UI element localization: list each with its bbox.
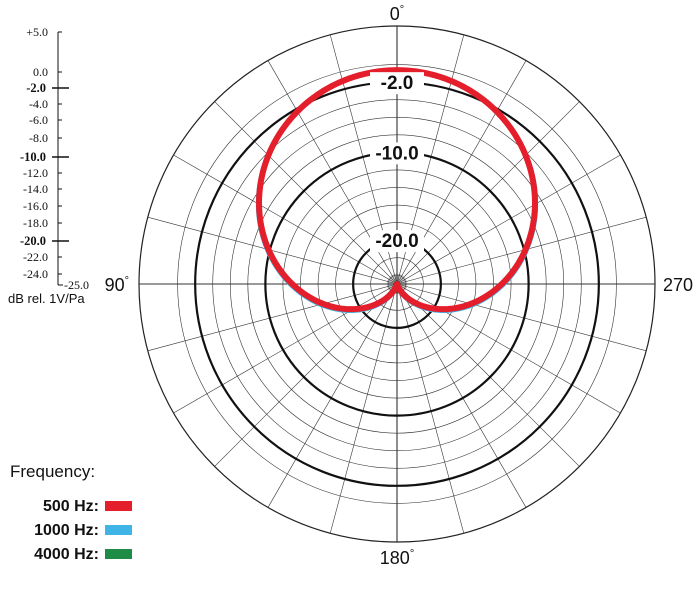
grid-spoke [396,283,465,534]
grid-spoke [267,283,398,508]
scale-tick-label: -4.0 [29,97,48,111]
db-scale: +5.0 0.0 -2.0 -4.0 -6.0 -8.0 -10.0 -12.0 -14.0 -1… [20,25,89,292]
grid-spoke [173,154,398,285]
legend-label: 4000 Hz: [34,546,99,563]
scale-tick-label: -12.0 [23,166,48,180]
scale-tick-label: +5.0 [26,25,48,39]
scale-tick-label: -2.0 [26,81,46,95]
scale-tick-label: 0.0 [33,65,48,79]
degree-sign: ° [410,548,414,560]
scale-tick-label: -24.0 [23,267,48,281]
grid-spoke [396,283,580,467]
angle-labels: 0° 90° 180° 270° [105,4,693,568]
scale-tick-label: -6.0 [29,113,48,127]
degree-sign: ° [400,4,404,16]
response-curves [255,67,539,313]
scale-tick-label: -16.0 [23,199,48,213]
scale-tick-label: -14.0 [23,182,48,196]
grid-spoke [396,154,621,285]
grid-spoke [396,283,527,508]
scale-tick-label: -10.0 [20,150,46,164]
grid-spoke [147,216,398,285]
ring-label-backing [370,142,424,165]
legend-swatch [105,549,132,559]
legend-label: 500 Hz: [43,498,99,515]
scale-tick-label: -25.0 [64,278,89,292]
scale-tick-label: -18.0 [23,216,48,230]
grid-spoke [214,101,398,285]
grid-spoke [396,283,621,414]
grid-spoke [173,283,398,414]
angle-label-90: 90° [105,275,129,295]
unit-label: dB rel. 1V/Pa [8,291,85,306]
legend-swatch [105,525,132,535]
legend: Frequency: 500 Hz: 1000 Hz: 4000 Hz: [10,462,132,563]
grid-spoke [396,283,647,352]
ring-label: -20.0 [375,231,418,252]
ring-label-backing [370,72,424,95]
ring-label: -10.0 [375,143,418,164]
degree-sign: ° [125,275,129,287]
legend-label: 1000 Hz: [34,522,99,539]
grid-spoke [396,216,647,285]
scale-tick-label: -20.0 [20,234,46,248]
legend-swatch [105,501,132,511]
legend-title: Frequency: [10,462,95,481]
ring-labels: -2.0 -10.0 -20.0 [370,72,424,253]
grid-spoke [329,283,398,534]
angle-label-180: 180° [380,548,414,568]
scale-tick-label: -22.0 [23,250,48,264]
scale-tick-label: -8.0 [29,131,48,145]
angle-label-270: 270° [663,275,693,295]
grid-spoke [396,101,580,285]
ring-label-backing [370,230,424,253]
ring-label: -2.0 [381,73,414,94]
angle-label-0: 0° [390,4,404,24]
grid-spoke [214,283,398,467]
grid-spoke [147,283,398,352]
series-curve [256,67,538,313]
